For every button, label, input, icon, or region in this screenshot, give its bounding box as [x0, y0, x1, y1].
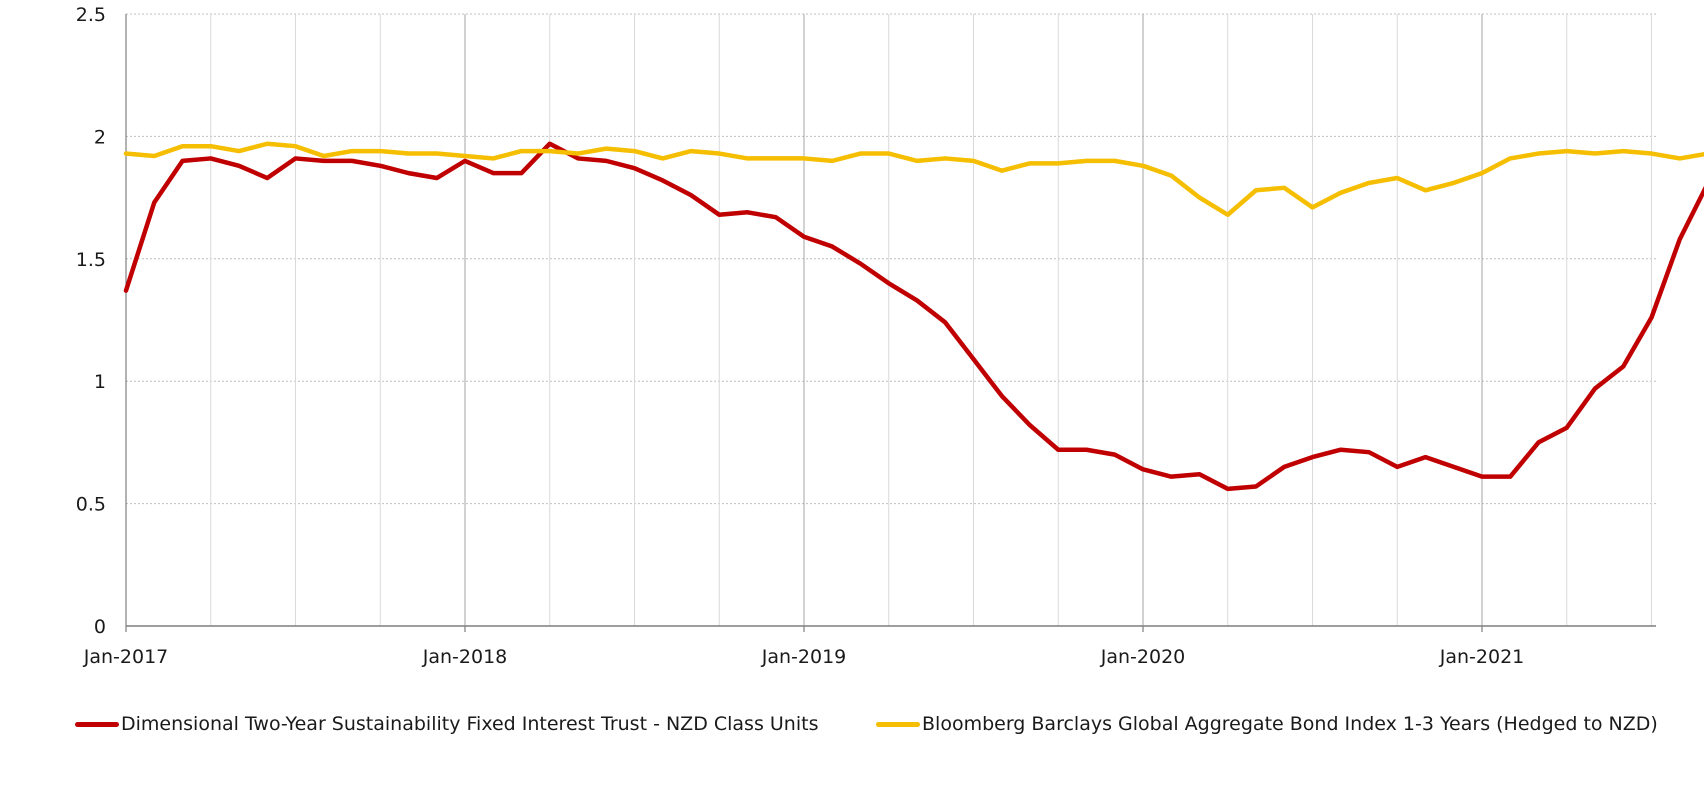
x-tick-label: Jan-2021 — [1439, 646, 1525, 668]
legend-item-fund: Dimensional Two-Year Sustainability Fixe… — [75, 713, 818, 735]
legend-item-index: Bloomberg Barclays Global Aggregate Bond… — [876, 713, 1658, 735]
x-tick-label: Jan-2017 — [83, 646, 169, 668]
x-tick-label: Jan-2020 — [1100, 646, 1186, 668]
legend-label-index: Bloomberg Barclays Global Aggregate Bond… — [922, 713, 1658, 735]
y-tick-label: 1 — [94, 371, 106, 393]
y-tick-label: 2.5 — [76, 4, 106, 26]
grid-lines — [126, 13, 1656, 626]
series-line-index — [123, 141, 1704, 217]
legend-swatch-fund — [75, 721, 119, 727]
y-tick-label: 0 — [94, 616, 106, 638]
y-tick-label: 2 — [94, 126, 106, 148]
legend: Dimensional Two-Year Sustainability Fixe… — [0, 713, 1704, 753]
x-tick-label: Jan-2018 — [422, 646, 508, 668]
series-line-fund — [123, 141, 1704, 492]
axes — [125, 14, 1656, 632]
y-tick-label: 1.5 — [76, 249, 106, 271]
legend-swatch-index — [876, 721, 920, 727]
tick-labels: 0 0.5 1 1.5 2 2.5 Jan-2017 Jan-2018 Jan-2019 Jan-… — [76, 4, 1525, 668]
x-tick-label: Jan-2019 — [761, 646, 847, 668]
series-lines — [123, 141, 1704, 492]
legend-label-fund: Dimensional Two-Year Sustainability Fixe… — [121, 713, 819, 735]
y-tick-label: 0.5 — [76, 494, 106, 516]
